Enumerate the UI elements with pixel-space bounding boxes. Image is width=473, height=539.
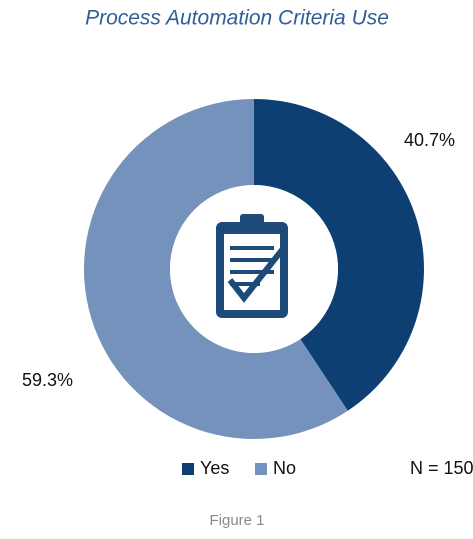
legend-label: No [273, 458, 296, 478]
legend-swatch [182, 463, 194, 475]
chart-icon [170, 185, 338, 353]
donut-slice [84, 99, 348, 439]
annotation: N = 150 [410, 458, 473, 478]
legend-swatch [255, 463, 267, 475]
data-label: 40.7% [404, 130, 455, 150]
caption: Figure 1 [209, 512, 264, 529]
clipboard-clip [240, 214, 264, 228]
legend-label: Yes [200, 458, 229, 478]
check-mark [227, 248, 285, 303]
donut-slice [254, 99, 425, 411]
chart-title: Process Automation Criteria Use [85, 7, 389, 30]
data-label: 59.3% [22, 370, 73, 390]
